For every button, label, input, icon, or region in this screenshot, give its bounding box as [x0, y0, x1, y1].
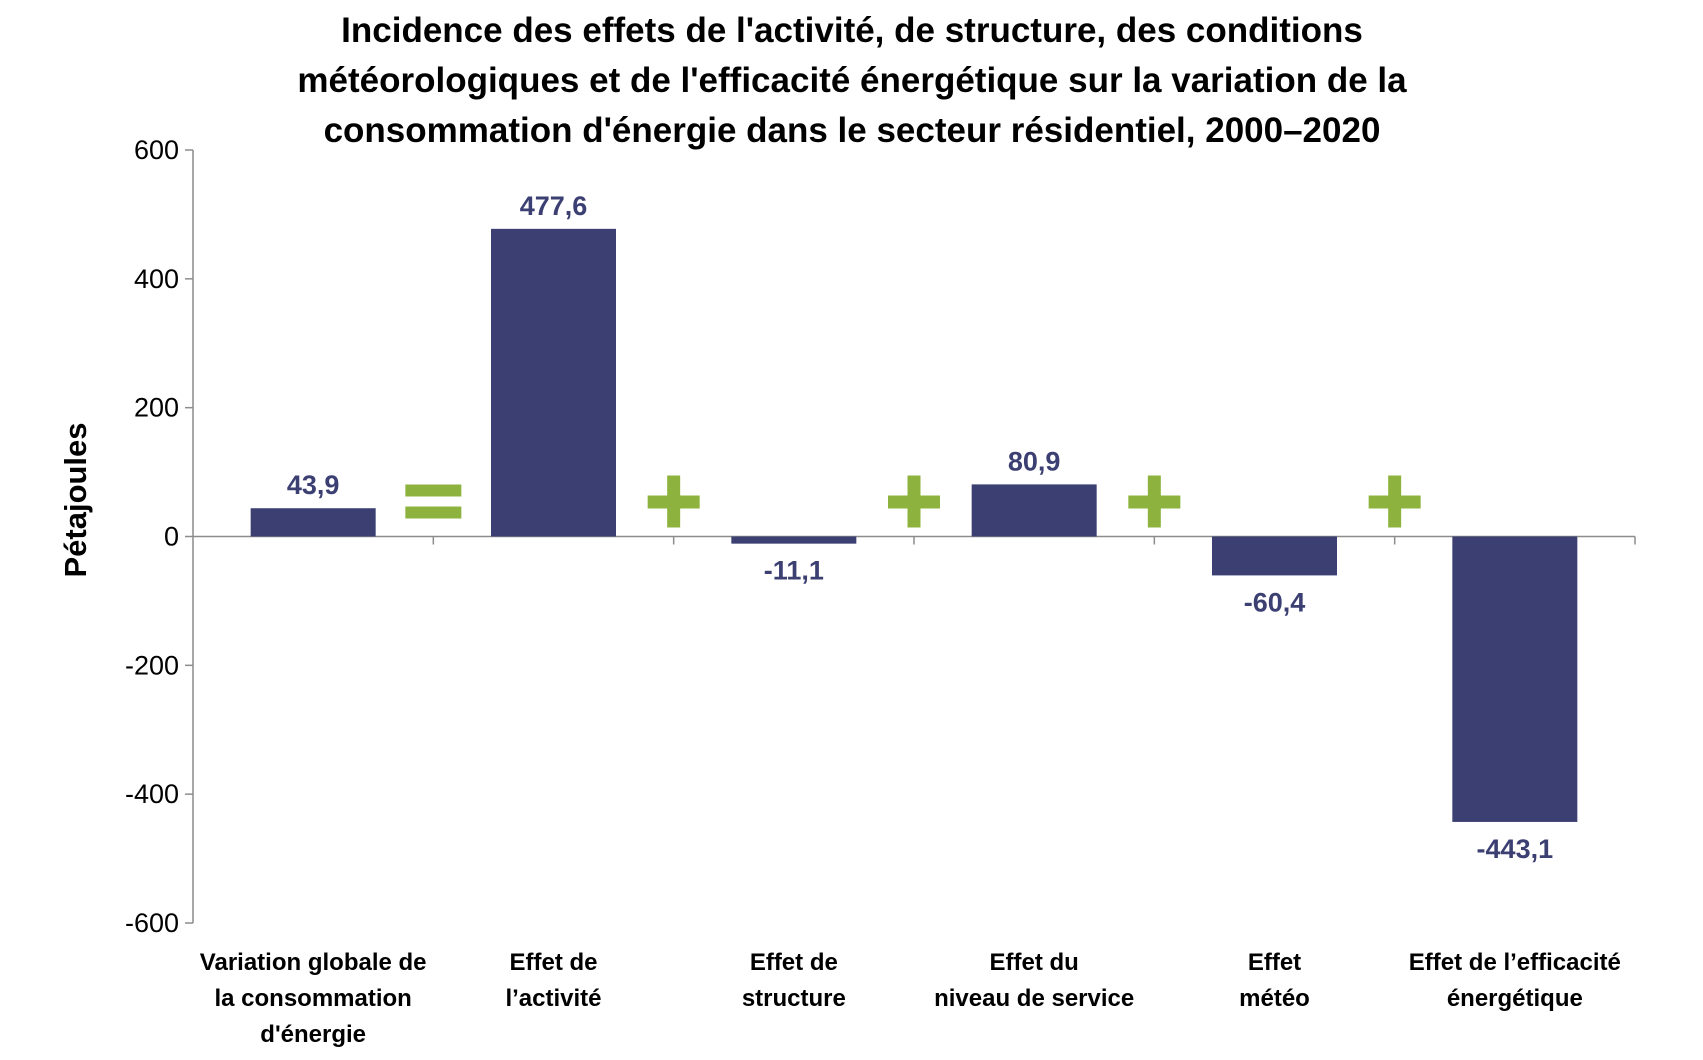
bar [250, 508, 376, 537]
category-label: Effet de [509, 949, 597, 976]
data-label: -11,1 [764, 556, 824, 586]
plus-sign-icon [907, 475, 921, 528]
category-label: Effet de [750, 949, 838, 976]
chart-title-line-3: consommation d'énergie dans le secteur r… [324, 111, 1381, 150]
bar [1452, 536, 1578, 822]
y-tick-label: 600 [134, 135, 179, 165]
equals-sign-icon [405, 484, 462, 497]
category-label: météo [1239, 985, 1310, 1012]
category-label: Effet [1248, 949, 1301, 976]
y-axis-label: Pétajoules [58, 422, 93, 577]
plus-sign-icon [667, 475, 681, 528]
chart-title-line-1: Incidence des effets de l'activité, de s… [341, 11, 1363, 50]
category-label: Variation globale de [200, 949, 427, 976]
plus-sign-icon [1147, 475, 1161, 528]
y-tick-label: -400 [125, 779, 179, 809]
equals-sign-icon [405, 506, 462, 519]
plot-area: 600 400 200 0 -200 -400 -600 43,9 Variation glob… [125, 135, 1636, 1048]
category-label: structure [742, 985, 846, 1012]
y-tick-label: 400 [134, 264, 179, 294]
category-label: énergétique [1447, 985, 1583, 1012]
chart-title: Incidence des effets de l'activité, de s… [297, 11, 1407, 150]
y-tick-label: -200 [125, 650, 179, 680]
category-label: d'énergie [260, 1021, 366, 1048]
y-tick-label: -600 [125, 908, 179, 938]
category-label: la consommation [214, 985, 411, 1012]
bar [1212, 536, 1337, 576]
plus-sign-icon [1388, 475, 1402, 528]
category-label: l’activité [505, 985, 601, 1012]
category-label: Effet du [990, 949, 1079, 976]
chart-title-line-2: météorologiques et de l'efficacité énerg… [297, 61, 1407, 100]
bar [971, 484, 1097, 537]
data-label: 43,9 [287, 470, 340, 500]
category-label: Effet de l’efficacité [1409, 949, 1621, 976]
data-label: -443,1 [1477, 834, 1554, 864]
data-label: 80,9 [1008, 446, 1061, 476]
y-tick-label: 200 [134, 393, 179, 423]
data-label: 477,6 [520, 191, 588, 221]
y-tick-label: 0 [164, 522, 179, 552]
category-label: niveau de service [934, 985, 1134, 1012]
bar [491, 228, 616, 537]
bar [731, 536, 857, 544]
data-label: -60,4 [1244, 587, 1306, 617]
